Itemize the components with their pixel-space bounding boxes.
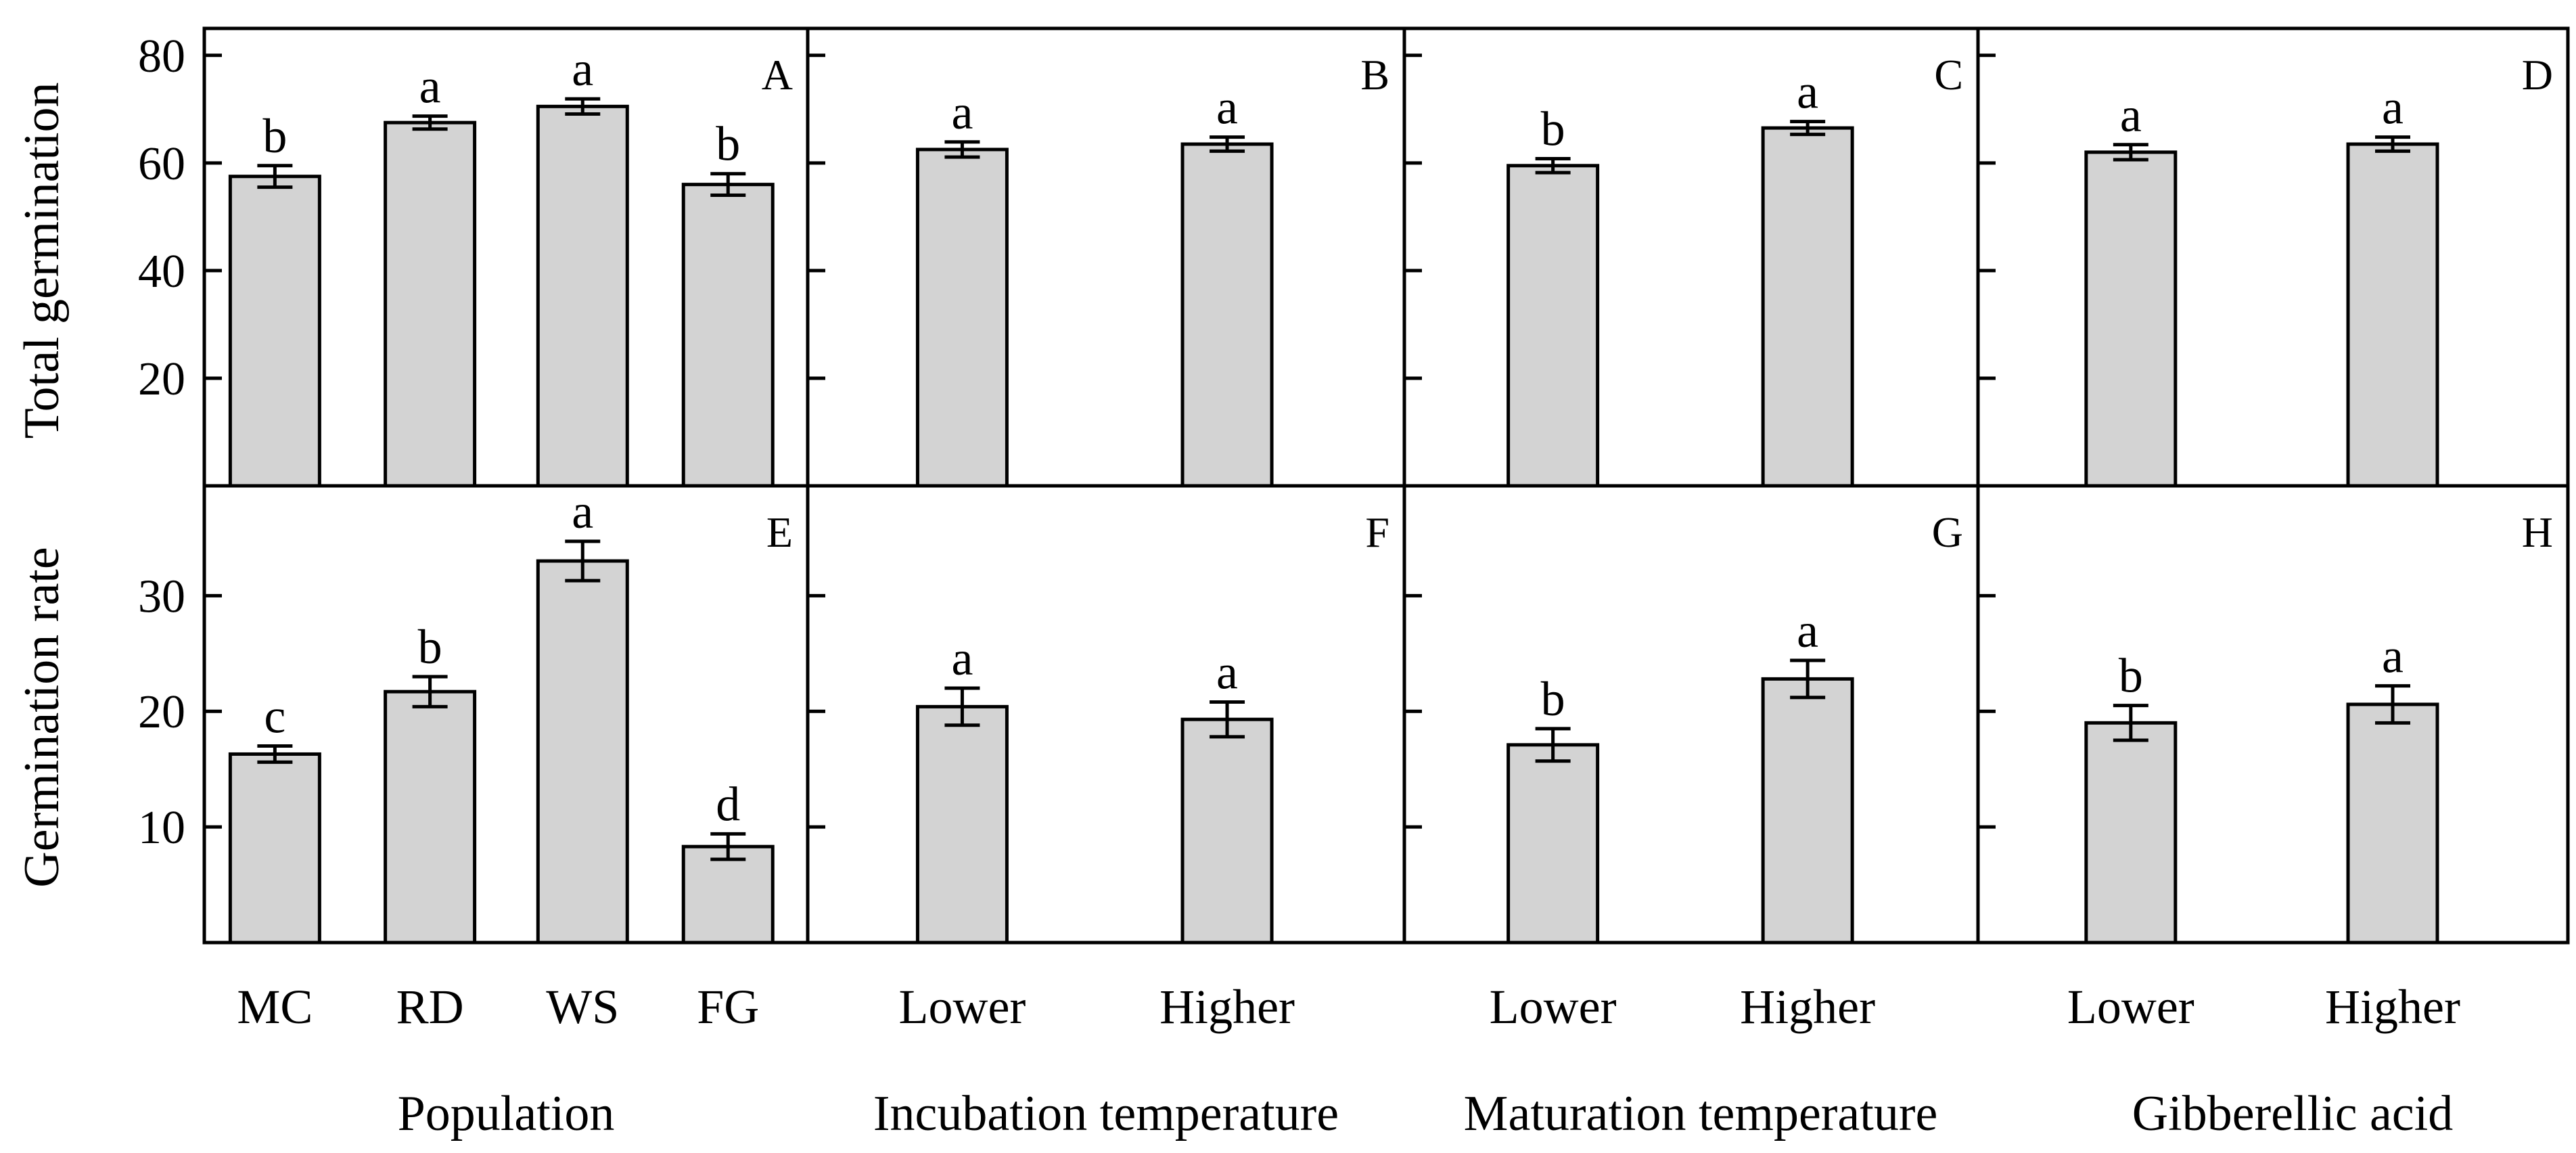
panel-c: Cb a (1402, 26, 1980, 488)
category-label: Lower (1490, 980, 1617, 1034)
significance-letter: b (418, 620, 442, 674)
panel-letter: C (1934, 51, 1963, 99)
significance-letter: a (419, 60, 441, 114)
x-axis-title-gibberellic: Gibberellic acid (2132, 1086, 2454, 1141)
significance-letter: a (2382, 81, 2404, 135)
category-label: Lower (898, 980, 1026, 1034)
panel-frame (1402, 26, 1980, 488)
y-tick-label: 10 (138, 802, 185, 854)
bar-lower (1506, 164, 1600, 488)
bar-lower (915, 148, 1009, 488)
panel-frame (806, 484, 1406, 945)
panel-frame (1976, 484, 2570, 945)
significance-letter: b (1541, 101, 1565, 156)
significance-letter: a (572, 42, 593, 96)
bar-higher (1761, 677, 1854, 945)
significance-letter: b (1541, 672, 1565, 726)
significance-letter: c (264, 689, 285, 743)
y-tick-label: 20 (138, 686, 185, 738)
significance-letter: a (951, 85, 973, 139)
panel-frame (1976, 26, 2570, 488)
panel-e: 10 20 30 Ec MC b RD a WS d FG (138, 484, 810, 1034)
category-label: Higher (1159, 980, 1295, 1034)
panel-f: Fa Lower a Higher (806, 484, 1406, 1034)
bar-lower (2084, 721, 2178, 945)
panel-letter: A (762, 51, 793, 99)
y-tick-label: 30 (138, 570, 185, 623)
category-label: Higher (2325, 980, 2460, 1034)
bar-fg (681, 183, 775, 488)
bar-rd (384, 120, 477, 488)
bar-higher (2346, 702, 2439, 945)
bar-higher (1761, 126, 1854, 488)
panel-h: Hb Lower a Higher (1976, 484, 2570, 1034)
category-label: MC (237, 980, 313, 1034)
panel-frame (806, 26, 1406, 488)
bar-rd (384, 689, 477, 945)
significance-letter: a (1216, 646, 1238, 700)
category-label: Higher (1740, 980, 1875, 1034)
bar-higher (2346, 142, 2439, 488)
significance-letter: a (951, 631, 973, 685)
significance-letter: a (1216, 81, 1238, 135)
significance-letter: b (262, 109, 287, 163)
y-axis-label-top: Total germination (14, 82, 70, 438)
panel-letter: D (2522, 51, 2553, 99)
bar-lower (1506, 743, 1600, 945)
category-label: RD (396, 980, 464, 1034)
panel-letter: H (2522, 508, 2553, 556)
panel-a: 20 40 60 80 Ab a a b (138, 26, 810, 488)
significance-letter: a (2120, 88, 2142, 142)
panel-b: Ba a (806, 26, 1406, 488)
panel-g: Gb Lower a Higher (1402, 484, 1980, 1034)
panel-d: Da a (1976, 26, 2570, 488)
y-tick-label: 40 (138, 246, 185, 298)
y-axis-label-bottom: Germination rate (14, 547, 70, 887)
bar-fg (681, 844, 775, 945)
bar-higher (1180, 717, 1274, 945)
panel-frame (1402, 484, 1980, 945)
significance-letter: b (716, 117, 740, 171)
panel-letter: F (1365, 508, 1389, 556)
significance-letter: a (1797, 65, 1818, 119)
significance-letter: d (716, 777, 740, 831)
x-axis-title-maturation: Maturation temperature (1464, 1086, 1938, 1141)
bar-lower (2084, 150, 2178, 488)
significance-letter: b (2119, 649, 2143, 703)
category-label: FG (697, 980, 759, 1034)
bar-mc (228, 752, 321, 945)
bar-ws (536, 104, 629, 488)
bar-mc (228, 175, 321, 488)
significance-letter: a (2382, 629, 2404, 683)
x-axis-title-population: Population (398, 1086, 615, 1141)
panel-letter: E (766, 508, 793, 556)
category-label: WS (546, 980, 619, 1034)
y-tick-label: 60 (138, 138, 185, 190)
significance-letter: a (572, 484, 593, 539)
category-label: Lower (2067, 980, 2194, 1034)
panel-letter: B (1360, 51, 1389, 99)
bar-higher (1180, 142, 1274, 488)
x-axis-title-incubation: Incubation temperature (873, 1086, 1339, 1141)
bar-lower (915, 704, 1009, 945)
significance-letter: a (1797, 604, 1818, 658)
panel-letter: G (1932, 508, 1963, 556)
y-tick-label: 20 (138, 353, 185, 405)
bar-ws (536, 559, 629, 945)
y-tick-label: 80 (138, 30, 185, 83)
